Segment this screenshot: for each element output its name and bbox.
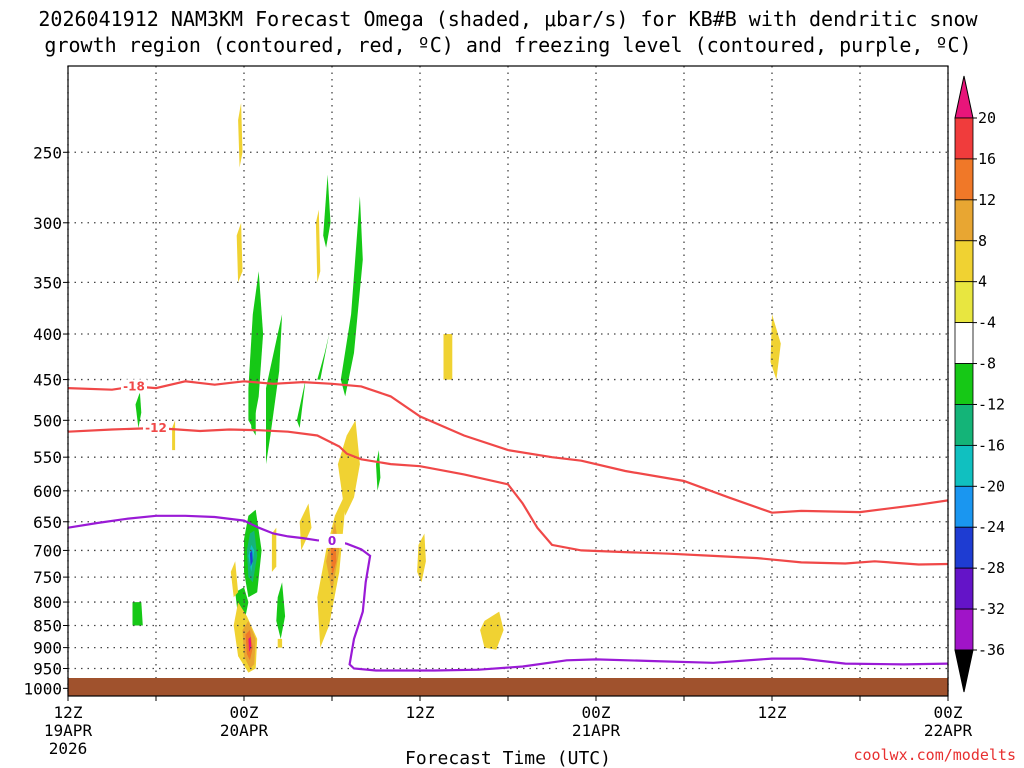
colorbar-swatch-8 — [954, 444, 974, 487]
ytick-label-900: 900 — [33, 639, 62, 658]
ytick-label-700: 700 — [33, 541, 62, 560]
ytick-label-950: 950 — [33, 660, 62, 679]
colorbar-swatch-3 — [954, 240, 974, 283]
ytick-label-400: 400 — [33, 325, 62, 344]
ytick-label-550: 550 — [33, 448, 62, 467]
omega-cell-31 — [277, 638, 283, 648]
colorbar-swatch-6 — [954, 363, 974, 405]
xtick-label-0-1: 19APR — [44, 721, 93, 740]
colorbar-label-9: -20 — [978, 477, 1005, 495]
contour-label-bg-2 — [319, 533, 345, 548]
omega-cell-33 — [443, 334, 453, 380]
colorbar-swatch-10 — [954, 526, 974, 569]
watermark: coolwx.com/modelts — [853, 746, 1016, 764]
omega-cell-12 — [135, 392, 142, 428]
pressure-axis: 250 300 350 400 450 500 550 600 650 700 750 800 850 9… — [23, 143, 68, 698]
xtick-label-36-1: 21APR — [572, 721, 621, 740]
colorbar-label-0: 20 — [978, 109, 996, 127]
ground-surface — [68, 678, 948, 696]
colorbar-swatch-11 — [954, 567, 974, 610]
colorbar-bottom-arrow — [954, 649, 974, 693]
omega-cell-5 — [340, 196, 363, 397]
omega-cell-16 — [238, 102, 243, 168]
contour-label-bg-1 — [143, 420, 169, 435]
omega-cell-6 — [323, 174, 331, 248]
xtick-label-60-1: 22APR — [924, 721, 973, 740]
plot-area: -18 -12 0 — [67, 65, 949, 697]
omega-cell-10 — [249, 550, 253, 567]
xtick-label-12-0: 00Z — [230, 703, 259, 722]
omega-cell-28 — [230, 561, 239, 598]
omega-cell-20 — [337, 420, 360, 516]
ytick-label-500: 500 — [33, 411, 62, 430]
colorbar-label-4: 4 — [978, 273, 987, 291]
colorbar-label-8: -16 — [978, 436, 1005, 454]
ytick-label-600: 600 — [33, 482, 62, 501]
ytick-label-250: 250 — [33, 143, 62, 162]
contour-label-1: -12 — [145, 421, 167, 435]
contours: -18 -12 0 — [68, 379, 948, 672]
colorbar-swatch-1 — [954, 158, 974, 201]
xtick-label-36-0: 00Z — [582, 703, 611, 722]
contour-label-2: 0 — [328, 534, 336, 548]
ytick-label-750: 750 — [33, 568, 62, 587]
omega-cell-30 — [271, 527, 277, 572]
xtick-label-60-0: 00Z — [934, 703, 963, 722]
colorbar-label-5: -4 — [978, 314, 996, 332]
omega-cell-35 — [770, 314, 781, 380]
xtick-label-24-0: 12Z — [406, 703, 435, 722]
colorbar-swatch-5 — [954, 322, 974, 364]
xtick-label-12-1: 20APR — [220, 721, 269, 740]
omega-cell-2 — [266, 314, 283, 465]
xtick-label-48-0: 12Z — [758, 703, 787, 722]
colorbar-label-7: -12 — [978, 395, 1005, 413]
xtick-label-0-0: 12Z — [54, 703, 83, 722]
omega-cell-32 — [417, 533, 426, 583]
contour-2 — [68, 514, 948, 672]
colorbar-label-12: -32 — [978, 600, 1005, 618]
omega-cell-18 — [315, 209, 321, 283]
colorbar-label-11: -28 — [978, 559, 1005, 577]
ytick-label-450: 450 — [33, 371, 62, 390]
omega-cell-17 — [236, 222, 243, 283]
omega-cell-19 — [172, 420, 176, 451]
omega-cell-14 — [376, 450, 381, 491]
x-axis-label: Forecast Time (UTC) — [405, 748, 611, 768]
colorbar-swatch-7 — [954, 404, 974, 446]
contour-label-0: -18 — [123, 379, 145, 393]
colorbar-swatch-9 — [954, 485, 974, 528]
chart-title-line2: growth region (contoured, red, ºC) and f… — [44, 33, 971, 57]
colorbar-label-1: 16 — [978, 150, 996, 168]
colorbar-swatch-12 — [954, 608, 974, 651]
omega-cell-34 — [480, 611, 504, 650]
ytick-label-1000: 1000 — [23, 679, 62, 698]
colorbar-swatch-0 — [954, 117, 974, 160]
colorbar-swatch-2 — [954, 199, 974, 242]
colorbar-label-10: -24 — [978, 518, 1005, 536]
omega-cell-15 — [132, 602, 143, 626]
ytick-label-650: 650 — [33, 513, 62, 532]
ytick-label-800: 800 — [33, 593, 62, 612]
colorbar-label-3: 8 — [978, 232, 987, 250]
chart-title-line1: 2026041912 NAM3KM Forecast Omega (shaded… — [38, 7, 978, 31]
contour-label-bg-0 — [121, 379, 147, 394]
colorbar: 20 16 12 8 4 -4 -8 -12 -16 -20 -24 -28 -32 -36 — [954, 75, 1005, 693]
omega-cell-1 — [249, 362, 256, 436]
colorbar-label-13: -36 — [978, 641, 1005, 659]
contour-1 — [68, 426, 948, 566]
ytick-label-850: 850 — [33, 616, 62, 635]
omega-cell-3 — [296, 334, 312, 428]
ytick-label-350: 350 — [33, 273, 62, 292]
contour-0 — [68, 380, 948, 514]
colorbar-label-2: 12 — [978, 191, 996, 209]
colorbar-swatch-4 — [954, 281, 974, 324]
omega-shading — [132, 102, 781, 673]
colorbar-label-6: -8 — [978, 355, 996, 373]
xtick-label-0-2: 2026 — [49, 739, 88, 758]
omega-cell-11 — [276, 582, 286, 639]
ytick-label-300: 300 — [33, 214, 62, 233]
